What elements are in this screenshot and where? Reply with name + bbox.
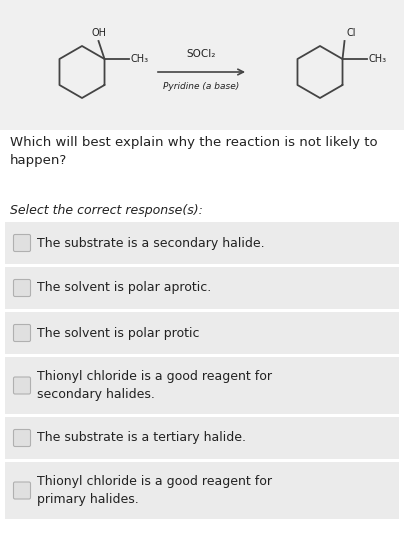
Text: The solvent is polar aprotic.: The solvent is polar aprotic. xyxy=(37,281,211,294)
Text: CH₃: CH₃ xyxy=(130,54,149,64)
Text: Select the correct response(s):: Select the correct response(s): xyxy=(10,204,203,217)
FancyBboxPatch shape xyxy=(5,267,399,309)
FancyBboxPatch shape xyxy=(13,280,30,296)
Text: Pyridine (a base): Pyridine (a base) xyxy=(163,82,240,91)
Text: The substrate is a tertiary halide.: The substrate is a tertiary halide. xyxy=(37,431,246,444)
FancyBboxPatch shape xyxy=(5,222,399,264)
Text: CH₃: CH₃ xyxy=(368,54,387,64)
FancyBboxPatch shape xyxy=(5,462,399,519)
FancyBboxPatch shape xyxy=(13,325,30,342)
Text: Thionyl chloride is a good reagent for
secondary halides.: Thionyl chloride is a good reagent for s… xyxy=(37,370,272,401)
FancyBboxPatch shape xyxy=(13,234,30,251)
Text: OH: OH xyxy=(91,28,106,38)
Text: Which will best explain why the reaction is not likely to
happen?: Which will best explain why the reaction… xyxy=(10,136,378,167)
Text: Cl: Cl xyxy=(347,28,356,38)
FancyBboxPatch shape xyxy=(0,0,404,130)
FancyBboxPatch shape xyxy=(13,482,30,499)
Text: SOCl₂: SOCl₂ xyxy=(187,49,216,59)
Text: Thionyl chloride is a good reagent for
primary halides.: Thionyl chloride is a good reagent for p… xyxy=(37,475,272,506)
FancyBboxPatch shape xyxy=(5,417,399,459)
Text: The substrate is a secondary halide.: The substrate is a secondary halide. xyxy=(37,237,265,250)
FancyBboxPatch shape xyxy=(13,377,30,394)
FancyBboxPatch shape xyxy=(5,312,399,354)
FancyBboxPatch shape xyxy=(13,430,30,447)
FancyBboxPatch shape xyxy=(5,357,399,414)
Text: The solvent is polar protic: The solvent is polar protic xyxy=(37,326,200,339)
